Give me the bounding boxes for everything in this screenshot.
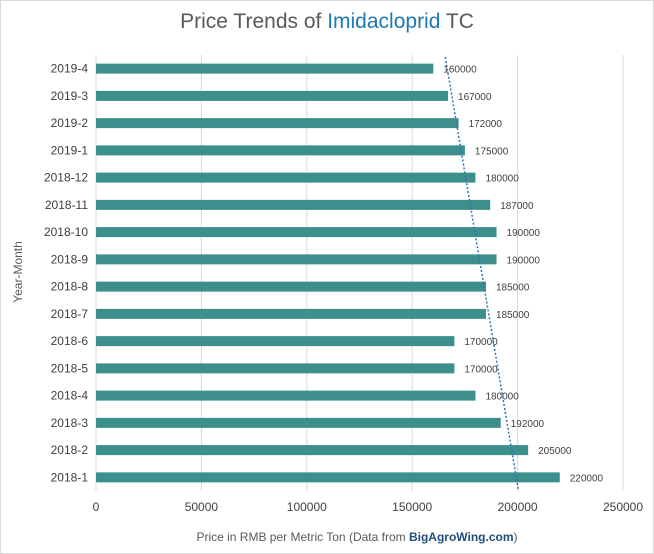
bar bbox=[96, 308, 486, 319]
y-tick-label: 2018-4 bbox=[51, 389, 89, 403]
bar bbox=[96, 336, 455, 347]
data-label: 180000 bbox=[485, 174, 519, 185]
y-tick-label: 2018-1 bbox=[51, 470, 89, 484]
bar bbox=[96, 90, 449, 101]
data-label: 167000 bbox=[458, 92, 492, 103]
y-tick-label: 2018-8 bbox=[51, 280, 89, 294]
y-tick-label: 2018-9 bbox=[51, 252, 89, 266]
y-tick-label: 2018-3 bbox=[51, 416, 89, 430]
y-tick-label: 2018-11 bbox=[45, 198, 88, 212]
y-tick-label: 2018-5 bbox=[51, 361, 89, 375]
data-label: 190000 bbox=[507, 255, 541, 266]
data-label: 170000 bbox=[464, 337, 498, 348]
bar bbox=[96, 417, 501, 428]
data-label: 187000 bbox=[500, 201, 534, 212]
data-label: 175000 bbox=[475, 146, 509, 157]
x-axis-label: Price in RMB per Metric Ton (Data from B… bbox=[0, 530, 654, 544]
bar bbox=[96, 199, 491, 210]
bar bbox=[96, 363, 455, 374]
y-tick-label: 2019-4 bbox=[51, 62, 89, 76]
x-tick-label: 150000 bbox=[392, 500, 432, 514]
data-label: 160000 bbox=[443, 65, 477, 76]
trendline bbox=[444, 56, 519, 490]
x-tick-label: 50000 bbox=[185, 500, 219, 514]
data-label: 170000 bbox=[464, 364, 498, 375]
chart-title: Price Trends of Imidacloprid TC bbox=[0, 10, 654, 34]
bar bbox=[96, 281, 486, 292]
x-label-suffix: ) bbox=[513, 530, 518, 544]
bar bbox=[96, 145, 465, 156]
bar bbox=[96, 63, 434, 74]
data-label: 190000 bbox=[507, 228, 541, 239]
x-label-prefix: Price in RMB per Metric Ton (Data from bbox=[196, 530, 409, 544]
y-tick-label: 2019-3 bbox=[51, 89, 89, 103]
bar bbox=[96, 227, 497, 238]
data-label: 172000 bbox=[469, 119, 503, 130]
x-tick-label: 100000 bbox=[287, 500, 327, 514]
bar bbox=[96, 390, 476, 401]
y-tick-label: 2019-2 bbox=[51, 116, 89, 130]
y-tick-label: 2018-2 bbox=[51, 443, 89, 457]
y-tick-label: 2018-12 bbox=[44, 171, 88, 185]
data-label: 185000 bbox=[496, 283, 530, 294]
x-tick-label: 0 bbox=[93, 500, 100, 514]
x-label-source: BigAgroWing.com bbox=[408, 530, 514, 544]
data-label: 205000 bbox=[538, 446, 572, 457]
y-tick-label: 2018-10 bbox=[44, 225, 88, 239]
bar bbox=[96, 254, 497, 265]
y-tick-label: 2019-1 bbox=[51, 143, 89, 157]
data-label: 220000 bbox=[570, 473, 604, 484]
data-label: 192000 bbox=[511, 419, 545, 430]
bar bbox=[96, 172, 476, 183]
bar bbox=[96, 118, 459, 129]
data-label: 185000 bbox=[496, 310, 530, 321]
bar bbox=[96, 445, 529, 456]
title-prefix: Price Trends of bbox=[180, 10, 328, 33]
x-tick-label: 200000 bbox=[498, 500, 538, 514]
y-tick-label: 2018-7 bbox=[51, 307, 89, 321]
x-tick-label: 250000 bbox=[603, 500, 643, 514]
y-tick-label: 2018-6 bbox=[51, 334, 89, 348]
title-accent: Imidacloprid bbox=[327, 10, 441, 33]
bar bbox=[96, 472, 560, 483]
title-suffix: TC bbox=[440, 10, 474, 33]
